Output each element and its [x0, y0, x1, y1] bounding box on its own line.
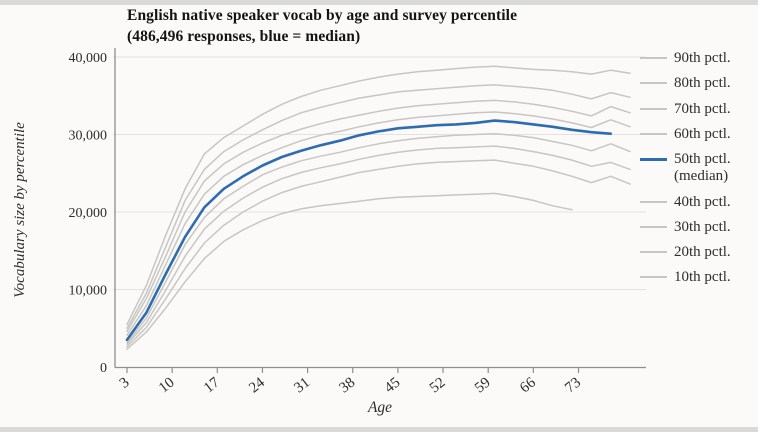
legend-item-30th: 30th pctl. — [640, 219, 754, 236]
y-tick-label: 30,000 — [69, 129, 108, 144]
x-tick-label: 66 — [517, 374, 539, 396]
series-line-10th — [126, 192, 573, 350]
legend-line-swatch — [640, 132, 667, 135]
series-line-90th — [126, 65, 631, 326]
legend-item-40th: 40th pctl. — [640, 194, 754, 211]
legend-item-60th: 60th pctl. — [640, 126, 754, 143]
legend-item-20th: 20th pctl. — [640, 244, 754, 261]
x-axis-label: Age — [367, 399, 393, 416]
x-tick-label: 73 — [562, 375, 584, 397]
series-line-60th — [126, 111, 631, 336]
legend-label: 10th pctl. — [674, 269, 731, 286]
series-line-40th — [126, 132, 631, 344]
legend-label: 80th pctl. — [674, 75, 731, 92]
y-tick-label: 10,000 — [69, 284, 108, 299]
legend-label: 90th pctl. — [674, 50, 731, 66]
x-tick-label: 24 — [246, 374, 268, 396]
series-line-70th — [126, 99, 631, 333]
legend-line-swatch — [640, 225, 667, 228]
series-line-20th — [126, 159, 631, 348]
y-tick-label: 40,000 — [69, 51, 108, 66]
legend-line-swatch — [640, 158, 667, 161]
legend-line-swatch — [640, 251, 667, 253]
x-tick-label: 38 — [337, 375, 359, 397]
x-tick-label: 3 — [117, 375, 133, 392]
legend-item-90th: 90th pctl. — [640, 50, 754, 67]
x-tick-label: 10 — [156, 375, 178, 397]
legend-label: 50th pctl. (median) — [674, 151, 731, 185]
x-tick-label: 59 — [472, 375, 494, 397]
legend-label: 40th pctl. — [674, 193, 731, 210]
legend-label: 60th pctl. — [674, 125, 731, 142]
legend-item-70th: 70th pctl. — [640, 101, 754, 118]
legend-item-80th: 80th pctl. — [640, 75, 754, 92]
legend-line-swatch — [640, 57, 667, 59]
series-line-80th — [126, 84, 631, 330]
series-line-30th — [126, 145, 631, 346]
y-tick-label: 0 — [100, 361, 107, 376]
series-line-50th — [125, 119, 613, 342]
legend: 90th pctl. 80th pctl. 70th pctl. 60th pctl.… — [640, 50, 754, 287]
legend-line-swatch — [640, 200, 667, 203]
chart-title: English native speaker vocab by age and … — [127, 7, 518, 45]
x-tick-label: 45 — [382, 375, 404, 397]
top-edge-bar — [0, 0, 758, 5]
legend-item-50th: 50th pctl. (median) — [640, 151, 754, 186]
legend-label: 70th pctl. — [674, 100, 731, 117]
legend-label: 30th pctl. — [674, 218, 731, 235]
legend-item-10th: 10th pctl. — [640, 269, 754, 286]
bottom-edge-bar — [0, 427, 758, 432]
y-tick-label: 20,000 — [69, 206, 108, 221]
x-tick-label: 17 — [201, 374, 223, 396]
x-tick-label: 52 — [427, 375, 449, 397]
legend-label: 20th pctl. — [674, 244, 731, 260]
legend-line-swatch — [640, 82, 667, 85]
legend-line-swatch — [640, 107, 667, 110]
x-tick-label: 31 — [291, 375, 313, 397]
legend-line-swatch — [640, 276, 667, 279]
